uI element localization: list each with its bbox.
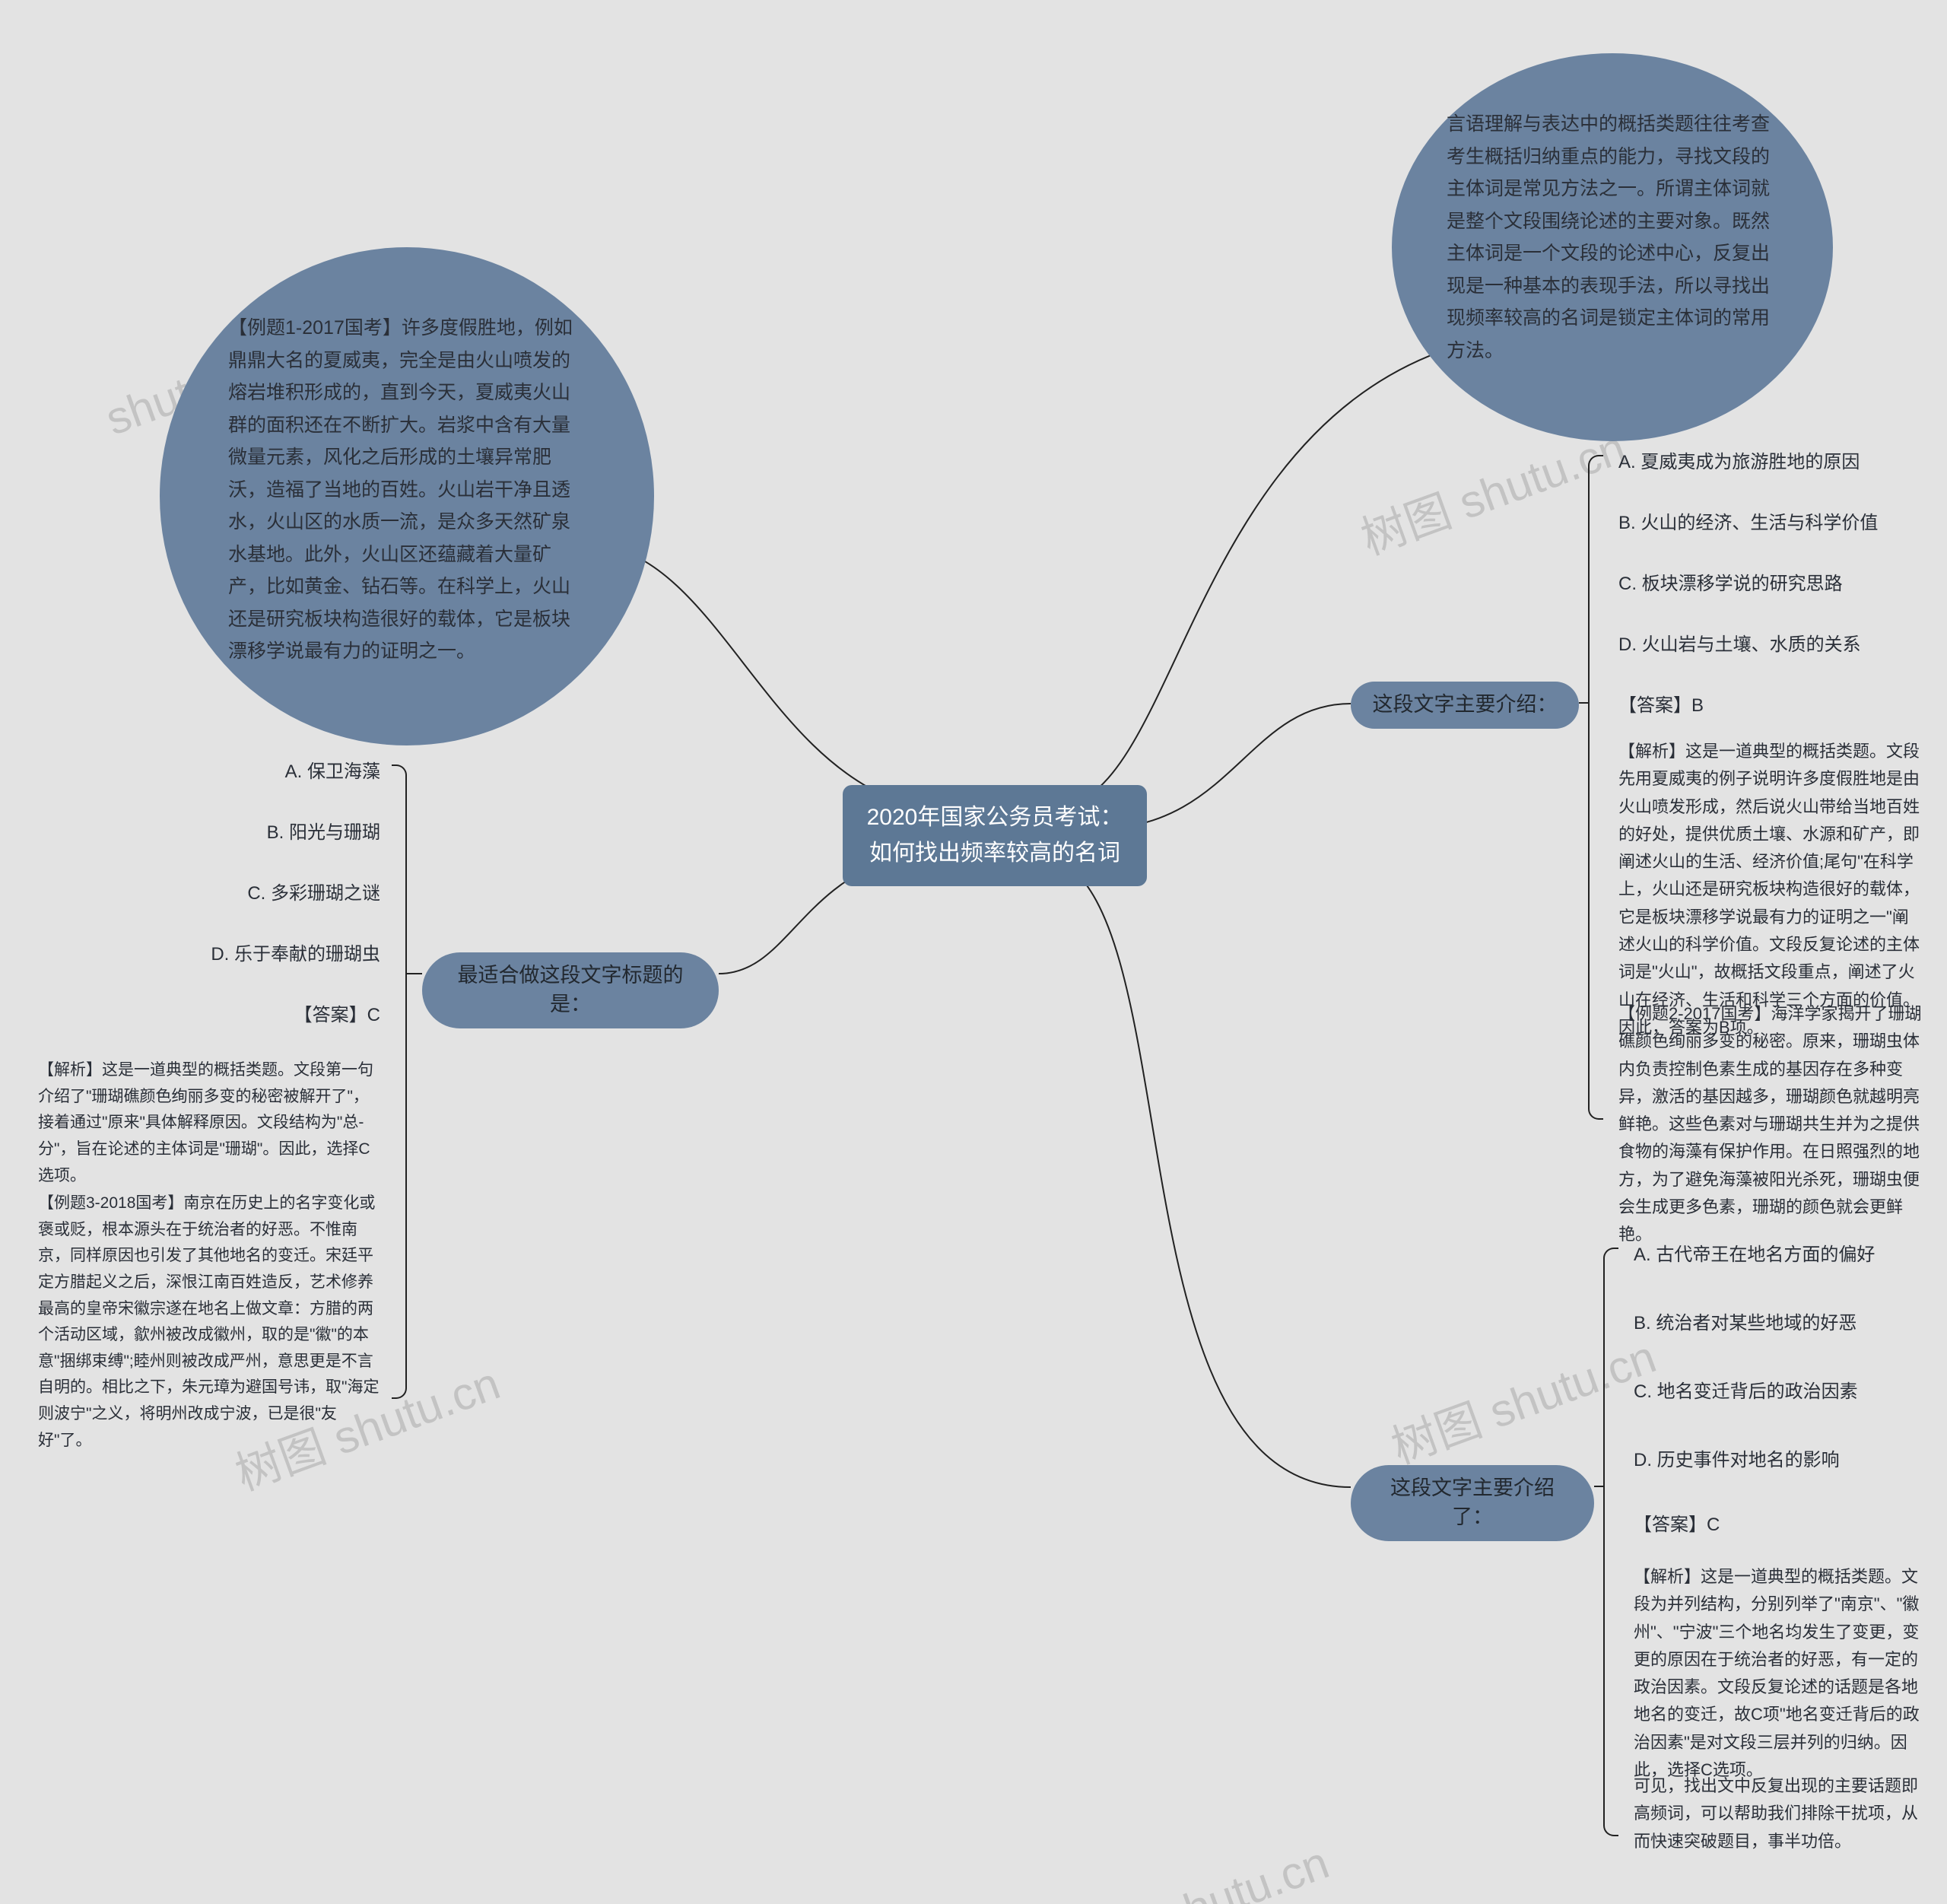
center-topic[interactable]: 2020年国家公务员考试： 如何找出频率较高的名词 [843,785,1147,886]
center-line1: 2020年国家公务员考试： [864,800,1126,836]
branch1-title-text: 这段文字主要介绍： [1373,693,1558,716]
branch1-title[interactable]: 这段文字主要介绍： [1351,682,1579,729]
branch2-bracket [392,764,407,1399]
branch3-opt-a: A. 古代帝王在地名方面的偏好 [1634,1240,1923,1270]
mindmap-canvas: shutu.cn 树图 shutu.cn 树图 shutu.cn 树图 shut… [0,0,1947,1904]
branch2-title[interactable]: 最适合做这段文字标题的是： [422,952,719,1028]
branch1-example2: 【例题2-2017国考】海洋学家揭开了珊瑚礁颜色绚丽多变的秘密。原来，珊瑚虫体内… [1618,1000,1923,1249]
example1-bubble[interactable]: 【例题1-2017国考】许多度假胜地，例如鼎鼎大名的夏威夷，完全是由火山喷发的熔… [160,247,654,745]
branch3-explain: 【解析】这是一道典型的概括类题。文段为并列结构，分别列举了"南京"、"徽州"、"… [1634,1563,1930,1784]
example1-text: 【例题1-2017国考】许多度假胜地，例如鼎鼎大名的夏威夷，完全是由火山喷发的熔… [228,317,573,662]
branch3-opt-d: D. 历史事件对地名的影响 [1634,1445,1923,1476]
branch1-bracket [1588,455,1603,1120]
branch3-tail: 可见，找出文中反复出现的主要话题即高频词，可以帮助我们排除干扰项，从而快速突破题… [1634,1772,1930,1855]
watermark: 树图 shutu.cn [1381,1320,1663,1476]
intro-text: 言语理解与表达中的概括类题往往考查考生概括归纳重点的能力，寻找文段的主体词是常见… [1447,113,1770,361]
branch3-opt-b: B. 统治者对某些地域的好恶 [1634,1308,1923,1339]
branch2-opt-b: B. 阳光与珊瑚 [91,818,380,848]
branch2-opt-c: C. 多彩珊瑚之谜 [91,879,380,909]
center-line2: 如何找出频率较高的名词 [864,836,1126,872]
branch2-explain: 【解析】这是一道典型的概括类题。文段第一句介绍了"珊瑚礁颜色绚丽多变的秘密被解开… [38,1057,380,1189]
intro-bubble[interactable]: 言语理解与表达中的概括类题往往考查考生概括归纳重点的能力，寻找文段的主体词是常见… [1392,53,1833,441]
branch1-opt-a: A. 夏威夷成为旅游胜地的原因 [1618,447,1907,478]
branch1-answer: 【答案】B [1618,691,1907,721]
branch3-answer: 【答案】C [1634,1510,1923,1540]
branch2-answer: 【答案】C [91,1000,380,1031]
branch3-opt-c: C. 地名变迁背后的政治因素 [1634,1377,1923,1407]
branch1-opt-b: B. 火山的经济、生活与科学价值 [1618,508,1907,539]
branch2-title-text: 最适合做这段文字标题的是： [458,964,684,1016]
branch1-explain: 【解析】这是一道典型的概括类题。文段先用夏威夷的例子说明许多度假胜地是由火山喷发… [1618,738,1923,1041]
branch1-opt-d: D. 火山岩与土壤、水质的关系 [1618,630,1907,660]
branch2-opt-a: A. 保卫海藻 [91,757,380,787]
watermark: 树图 shutu.cn [1054,1826,1336,1904]
branch2-example3: 【例题3-2018国考】南京在历史上的名字变化或褒或贬，根本源头在于统治者的好恶… [38,1190,380,1454]
branch2-opt-d: D. 乐于奉献的珊瑚虫 [91,939,380,970]
branch1-opt-c: C. 板块漂移学说的研究思路 [1618,569,1907,599]
branch3-bracket [1603,1248,1618,1836]
branch3-title[interactable]: 这段文字主要介绍了： [1351,1465,1594,1541]
branch3-title-text: 这段文字主要介绍了： [1390,1476,1555,1528]
